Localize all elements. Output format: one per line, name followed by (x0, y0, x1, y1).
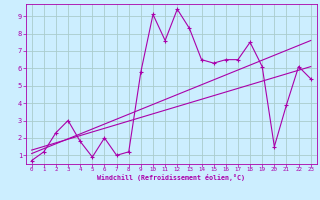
X-axis label: Windchill (Refroidissement éolien,°C): Windchill (Refroidissement éolien,°C) (97, 174, 245, 181)
